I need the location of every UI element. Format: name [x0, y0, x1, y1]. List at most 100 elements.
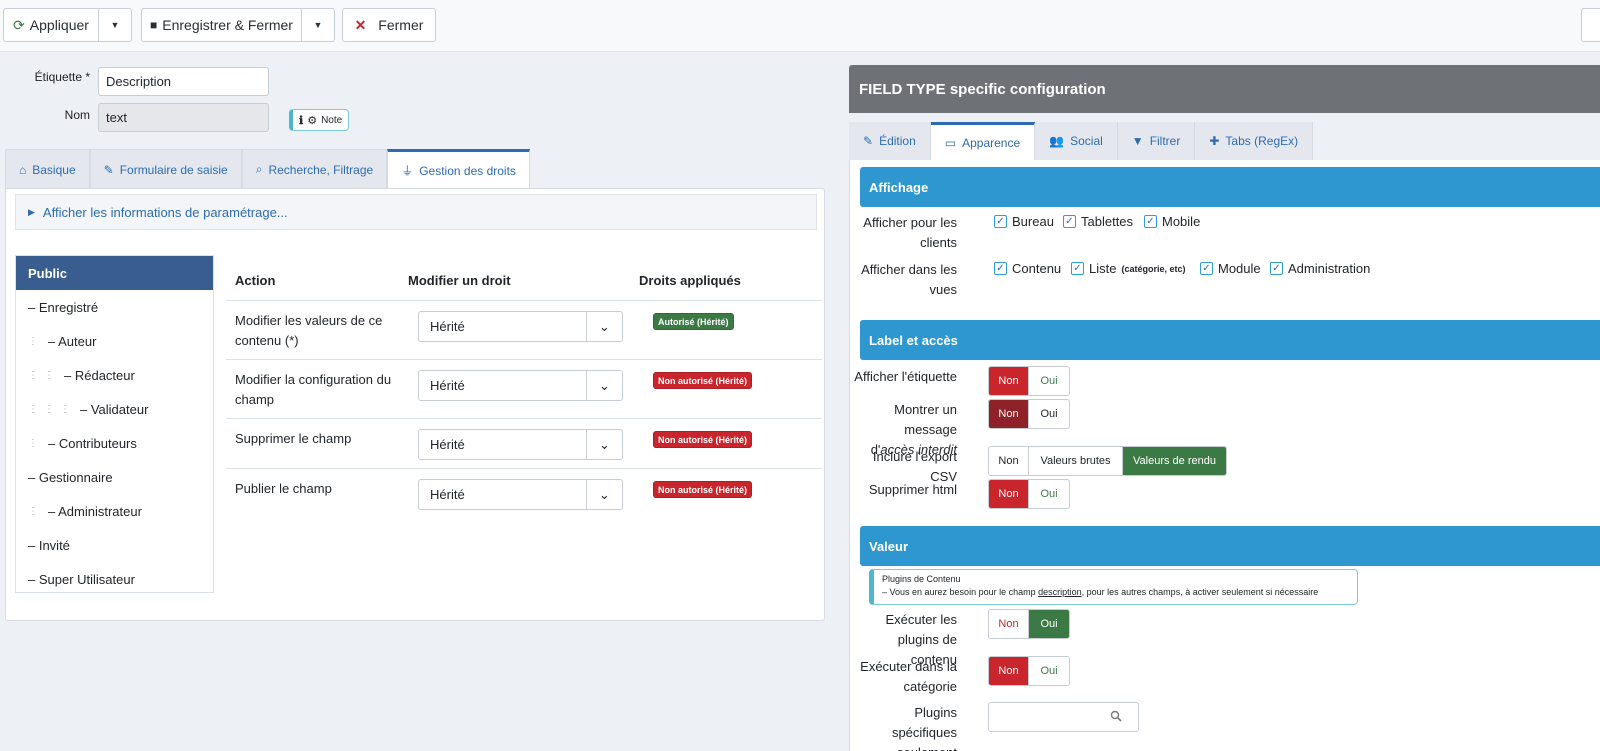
oui-option[interactable]: Oui — [1040, 375, 1058, 387]
toolbar-overflow-button[interactable] — [1581, 8, 1600, 42]
oui-option[interactable]: Oui — [1040, 488, 1058, 500]
tab-regex[interactable]: ✚ Tabs (RegEx) — [1195, 122, 1314, 160]
tab-formulaire[interactable]: ✎ Formulaire de saisie — [89, 149, 242, 189]
group-manager[interactable]: – Gestionnaire — [16, 460, 213, 494]
checkbox-administration[interactable]: ✓ Administration — [1270, 261, 1370, 276]
check-icon: ✓ — [994, 215, 1007, 228]
label-input[interactable]: Description — [98, 67, 269, 96]
tab-social[interactable]: 👥 Social — [1035, 122, 1118, 160]
params-accordion[interactable]: ▶ Afficher les informations de paramétra… — [15, 194, 817, 230]
oui-option[interactable]: Oui — [1040, 408, 1058, 420]
section-valeur: Valeur — [860, 526, 1600, 566]
check-icon: ✓ — [1063, 215, 1076, 228]
save-dropdown-button[interactable]: ▼ — [301, 8, 335, 42]
non-option[interactable]: Non — [989, 480, 1029, 508]
checkbox-liste[interactable]: ✓ Liste (catégorie, etc) — [1071, 261, 1186, 276]
forbidden-msg-toggle[interactable]: Non Oui — [988, 399, 1070, 429]
group-editor[interactable]: ⋮⋮ – Rédacteur — [16, 358, 213, 392]
non-option[interactable]: Non — [989, 657, 1029, 685]
users-icon: 👥 — [1049, 134, 1065, 148]
strip-html-toggle[interactable]: Non Oui — [988, 479, 1070, 509]
checkbox-label: Bureau — [1012, 214, 1054, 229]
group-registered[interactable]: – Enregistré — [16, 290, 213, 324]
check-icon: ✓ — [1144, 215, 1157, 228]
table-row: Publier le champ Hérité ⌄ Non autorisé (H… — [226, 468, 822, 518]
group-super-user[interactable]: – Super Utilisateur — [16, 562, 213, 596]
non-option[interactable]: Non — [989, 447, 1029, 475]
close-button[interactable]: ✕ Fermer — [342, 8, 436, 42]
group-contributors[interactable]: ⋮ – Contributeurs — [16, 426, 213, 460]
tab-gestion-droits[interactable]: ⏚ Gestion des droits — [387, 149, 530, 189]
group-guest[interactable]: – Invité — [16, 528, 213, 562]
run-plugins-toggle[interactable]: Non Oui — [988, 609, 1070, 639]
check-icon: ✓ — [1071, 262, 1084, 275]
views-label: Afficher dans les vues — [861, 262, 957, 297]
group-publisher[interactable]: ⋮⋮⋮ – Validateur — [16, 392, 213, 426]
caret-down-icon: ▼ — [110, 20, 120, 30]
csv-toggle[interactable]: Non Valeurs brutes Valeurs de rendu — [988, 446, 1227, 476]
tab-label: Basique — [32, 162, 76, 177]
oui-option[interactable]: Oui — [1040, 665, 1058, 677]
indent-dots: ⋮ — [28, 335, 44, 347]
tab-basique[interactable]: ⌂ Basique — [5, 149, 90, 189]
show-label-toggle[interactable]: Non Oui — [988, 366, 1070, 396]
action-label: Publier le champ — [235, 481, 332, 496]
home-icon: ⌂ — [19, 162, 27, 177]
save-close-button[interactable]: ■ Enregistrer & Fermer — [141, 8, 302, 42]
specific-plugins-input[interactable] — [988, 702, 1139, 732]
tab-label: Édition — [879, 134, 916, 148]
status-badge: Non autorisé (Hérité) — [653, 372, 753, 389]
field-type-config-panel: FIELD TYPE specific configuration ✎ Éditi… — [849, 65, 1600, 751]
group-label: – Validateur — [80, 401, 149, 417]
permission-select[interactable]: Hérité ⌄ — [418, 429, 623, 460]
search-icon: ⌕ — [255, 162, 263, 176]
forbidden-msg-caption: Montrer un message d'accès interdit — [850, 400, 957, 460]
info-text: – Vous en aurez besoin pour le champ des… — [882, 586, 1349, 599]
permission-select[interactable]: Hérité ⌄ — [418, 479, 623, 510]
group-label: – Administrateur — [48, 503, 142, 519]
tab-recherche[interactable]: ⌕ Recherche, Filtrage — [241, 149, 388, 189]
group-administrator[interactable]: ⋮ – Administrateur — [16, 494, 213, 528]
group-label: – Contributeurs — [48, 435, 137, 451]
checkbox-tablettes[interactable]: ✓ Tablettes — [1063, 214, 1133, 229]
checkbox-contenu[interactable]: ✓ Contenu — [994, 261, 1061, 276]
non-option[interactable]: Non — [989, 367, 1029, 395]
permission-select[interactable]: Hérité ⌄ — [418, 311, 623, 342]
chevron-down-icon: ⌄ — [586, 430, 622, 459]
apply-dropdown-button[interactable]: ▼ — [98, 8, 132, 42]
save-icon: ■ — [150, 18, 158, 32]
checkbox-bureau[interactable]: ✓ Bureau — [994, 214, 1054, 229]
group-author[interactable]: ⋮ – Auteur — [16, 324, 213, 358]
name-input: text — [98, 103, 269, 132]
info-text-part: – Vous en aurez besoin pour le champ — [882, 587, 1039, 597]
config-body: Affichage Afficher pour les clients ✓ Bur… — [849, 160, 1600, 751]
checkbox-module[interactable]: ✓ Module — [1200, 261, 1261, 276]
action-label: Supprimer le champ — [235, 431, 352, 446]
indent-dots: ⋮ — [28, 505, 44, 517]
indent-dots: ⋮⋮⋮ — [28, 403, 76, 415]
permission-select[interactable]: Hérité ⌄ — [418, 370, 623, 401]
tab-apparence[interactable]: ▭ Apparence — [930, 122, 1036, 160]
rendered-values-option[interactable]: Valeurs de rendu — [1123, 447, 1226, 475]
tab-edition[interactable]: ✎ Édition — [849, 122, 931, 160]
non-option[interactable]: Non — [989, 610, 1029, 638]
specific-plugins-caption: Plugins spécifiques seulement — [891, 705, 957, 751]
tab-label: Tabs (RegEx) — [1225, 134, 1299, 148]
checkbox-mobile[interactable]: ✓ Mobile — [1144, 214, 1200, 229]
tab-label: Social — [1070, 134, 1103, 148]
non-option[interactable]: Non — [989, 400, 1029, 428]
apply-button[interactable]: ⟳ Appliquer — [3, 8, 99, 42]
run-category-toggle[interactable]: Non Oui — [988, 656, 1070, 686]
group-label: – Rédacteur — [64, 367, 135, 383]
puzzle-icon: ✚ — [1209, 134, 1220, 148]
group-label: – Auteur — [48, 333, 97, 349]
oui-option[interactable]: Oui — [1029, 610, 1069, 638]
action-label: Modifier les valeurs de ce contenu (*) — [235, 313, 383, 348]
note-badge[interactable]: ℹ ⚙ Note — [289, 109, 350, 131]
raw-values-option[interactable]: Valeurs brutes — [1029, 447, 1123, 475]
select-value: Hérité — [430, 378, 465, 393]
tab-filtrer[interactable]: ▼ Filtrer — [1118, 122, 1196, 160]
group-public[interactable]: Public — [16, 256, 213, 290]
check-icon: ✓ — [994, 262, 1007, 275]
header-applied: Droits appliqués — [639, 273, 741, 288]
